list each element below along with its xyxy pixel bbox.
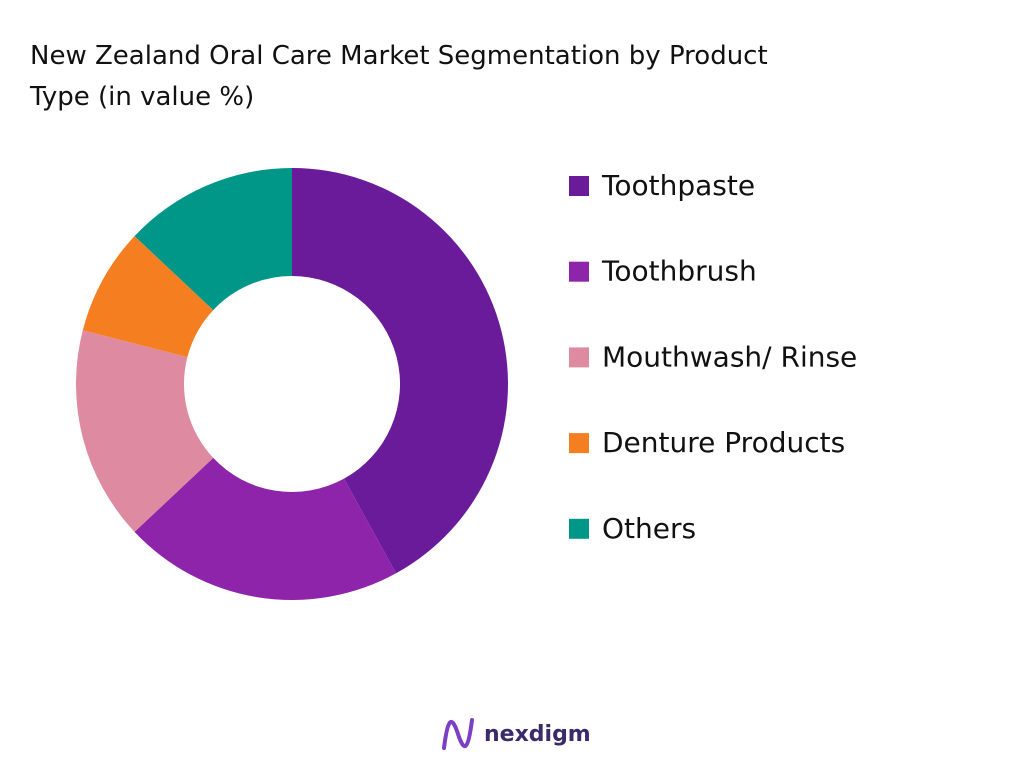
brand-logo: nexdigm	[442, 718, 591, 750]
legend-label: Denture Products	[602, 426, 845, 459]
legend-swatch	[569, 261, 589, 282]
donut-slice	[82, 236, 214, 358]
legend-label: Toothpaste	[601, 169, 755, 202]
legend-swatch	[569, 518, 589, 539]
legend-label: Mouthwash/ Rinse	[602, 340, 857, 373]
donut-slice	[76, 330, 214, 532]
legend-swatch	[569, 347, 589, 368]
legend-swatch	[569, 433, 589, 454]
chart-title: New Zealand Oral Care Market Segmentatio…	[30, 41, 768, 112]
legend-label: Others	[602, 512, 696, 545]
brand-name: nexdigm	[484, 722, 591, 747]
donut-slice	[134, 457, 397, 600]
brand-icon	[442, 718, 474, 750]
legend-swatch	[569, 176, 589, 196]
donut-slice	[134, 168, 292, 311]
legend-label: Toothbrush	[601, 255, 757, 288]
donut-slice	[292, 168, 508, 574]
